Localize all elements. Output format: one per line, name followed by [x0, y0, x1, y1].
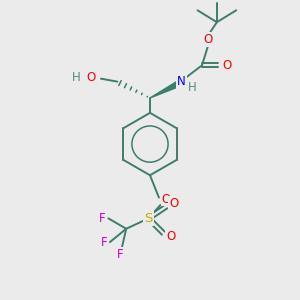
Text: O: O [169, 197, 178, 210]
Text: O: O [166, 230, 176, 243]
Text: F: F [100, 236, 107, 249]
Text: N: N [177, 75, 186, 88]
Text: O: O [162, 193, 171, 206]
Text: F: F [117, 248, 124, 261]
Text: F: F [99, 212, 106, 225]
Polygon shape [150, 80, 181, 98]
Text: H: H [72, 71, 81, 84]
Text: O: O [223, 59, 232, 72]
Text: H: H [188, 81, 197, 94]
Text: S: S [144, 212, 153, 225]
Text: O: O [203, 33, 213, 46]
Text: O: O [86, 71, 95, 84]
